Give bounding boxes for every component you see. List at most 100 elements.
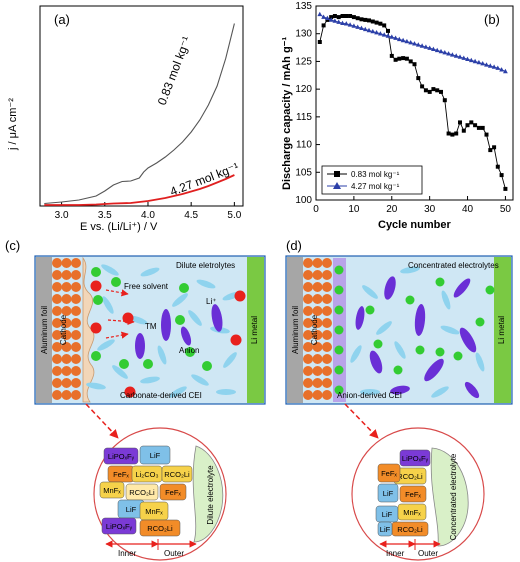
li-ion bbox=[91, 351, 101, 361]
cathode-particle bbox=[52, 270, 62, 280]
data-point-427 bbox=[385, 33, 391, 38]
al-foil-c bbox=[36, 257, 52, 403]
data-point-083 bbox=[450, 132, 455, 137]
cathode-particle bbox=[52, 282, 62, 292]
data-point-427 bbox=[351, 23, 357, 28]
x-axis-label-a: E vs. (Li/Li⁺) / V bbox=[80, 221, 158, 233]
tm-dissolution-arrow bbox=[107, 317, 135, 326]
free-solvent-molecule bbox=[157, 345, 167, 365]
li-ion bbox=[334, 385, 344, 395]
cathode-particle bbox=[61, 330, 72, 340]
cathode-particle bbox=[303, 378, 313, 388]
cei-component-label: RCO₂Li bbox=[397, 525, 423, 534]
title-d: Concentrated electrolytes bbox=[408, 261, 499, 270]
anion bbox=[384, 276, 396, 300]
zoom-arrow-d bbox=[344, 403, 379, 439]
cathode-particle bbox=[303, 366, 313, 376]
cathode-particle bbox=[52, 306, 62, 316]
data-point-427 bbox=[400, 37, 406, 43]
data-point-083 bbox=[495, 164, 500, 169]
cathode-particle bbox=[322, 294, 332, 304]
free-solvent-molecule bbox=[188, 310, 202, 326]
cathode-particle bbox=[303, 330, 313, 340]
coordinated-solvent bbox=[350, 345, 362, 363]
cathode-particle bbox=[61, 366, 72, 376]
anion bbox=[424, 358, 444, 382]
al-foil-label-c: Aluminum foil bbox=[40, 306, 49, 354]
data-point-083 bbox=[488, 148, 493, 153]
data-point-083 bbox=[370, 19, 375, 24]
cei-component bbox=[377, 463, 401, 483]
li-metal-c bbox=[247, 257, 264, 403]
anion bbox=[390, 385, 410, 395]
x-tick-label-a: 3.5 bbox=[98, 210, 112, 221]
cathode-particle bbox=[71, 270, 81, 280]
data-point-427 bbox=[503, 68, 508, 74]
y-tick-label-b: 105 bbox=[295, 167, 312, 178]
cathode-particle bbox=[303, 306, 313, 316]
data-point-083 bbox=[503, 186, 508, 191]
cathode-particle bbox=[71, 354, 81, 364]
panel-label-c: (c) bbox=[5, 238, 20, 253]
cathode-particle bbox=[61, 306, 72, 316]
data-point-427 bbox=[484, 62, 489, 67]
cei-component-label: LiF bbox=[382, 510, 393, 519]
data-point-427 bbox=[476, 59, 482, 65]
data-point-083 bbox=[348, 14, 353, 18]
coordinated-solvent bbox=[360, 389, 380, 395]
data-point-083 bbox=[431, 87, 436, 92]
data-point-427 bbox=[491, 64, 497, 69]
legend-label-427: 4.27 mol kg⁻¹ bbox=[351, 182, 400, 191]
data-point-427 bbox=[347, 22, 353, 27]
cathode-particle bbox=[52, 366, 62, 376]
data-point-427 bbox=[487, 63, 493, 68]
li-ion bbox=[185, 347, 195, 357]
cathode-particle bbox=[312, 306, 323, 316]
data-point-083 bbox=[389, 53, 394, 58]
data-point-083 bbox=[427, 89, 432, 94]
cei-component bbox=[377, 483, 399, 503]
series-label-427: 4.27 mol kg⁻¹ bbox=[168, 160, 241, 199]
data-point-083 bbox=[367, 18, 371, 23]
legend-b: 0.83 mol kg⁻¹ 4.27 mol kg⁻¹ bbox=[321, 165, 423, 195]
cathode-particle bbox=[303, 354, 313, 364]
data-point-083 bbox=[340, 14, 345, 18]
li-ion bbox=[405, 295, 415, 305]
cathode-particle bbox=[61, 378, 72, 388]
cei-component-label: FeFₓ bbox=[405, 490, 421, 499]
data-point-083 bbox=[374, 20, 379, 25]
cathode-particle bbox=[71, 306, 81, 316]
free-solvent-label: Free solvent bbox=[124, 282, 169, 291]
cei-component-label: LiF bbox=[150, 451, 161, 460]
li-metal-label-c: Li metal bbox=[250, 316, 259, 344]
data-point-427 bbox=[465, 56, 470, 61]
series-line-a-1 bbox=[44, 174, 235, 206]
data-point-427 bbox=[412, 41, 417, 46]
cathode-particle bbox=[322, 282, 332, 292]
cathode-particle bbox=[52, 318, 62, 328]
li-ion bbox=[334, 365, 344, 375]
x-tick-label-b: 0 bbox=[313, 204, 319, 215]
li-ion bbox=[435, 347, 445, 357]
cei-label-d: Anion-derived CEI bbox=[337, 391, 402, 400]
cathode-particle bbox=[303, 270, 313, 280]
data-point-083 bbox=[446, 131, 451, 136]
cei-component-label: MnFₓ bbox=[403, 508, 421, 517]
cathode-particle bbox=[61, 294, 72, 304]
anion bbox=[459, 327, 477, 353]
series-line-a-0 bbox=[44, 23, 235, 205]
data-point-427 bbox=[359, 25, 364, 30]
li-ion bbox=[334, 265, 344, 275]
data-point-083 bbox=[420, 84, 425, 89]
data-point-083 bbox=[499, 173, 504, 178]
cei-component bbox=[397, 503, 427, 521]
tm-ion bbox=[90, 322, 102, 334]
cei-component-label: LiF bbox=[126, 505, 137, 514]
li-ion bbox=[334, 325, 344, 335]
panel-label-a: (a) bbox=[54, 12, 70, 27]
data-point-083 bbox=[454, 131, 459, 136]
data-point-427 bbox=[453, 53, 459, 58]
data-point-427 bbox=[355, 24, 361, 29]
data-point-083 bbox=[461, 128, 466, 133]
data-point-083 bbox=[484, 132, 489, 137]
